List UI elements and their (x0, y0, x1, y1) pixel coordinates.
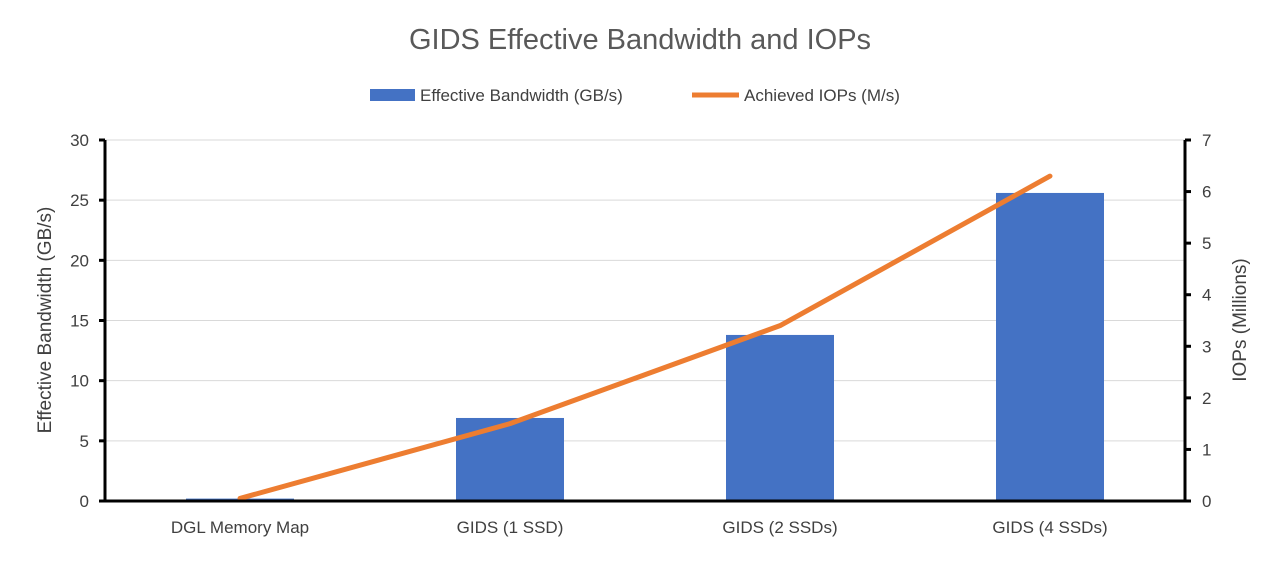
legend-label-bandwidth: Effective Bandwidth (GB/s) (420, 86, 623, 105)
y-axis-title: Effective Bandwidth (GB/s) (35, 207, 56, 434)
left-tick-label: 20 (70, 251, 89, 270)
left-tick-label: 0 (80, 492, 89, 511)
bar (726, 335, 834, 501)
legend-label-iops: Achieved IOPs (M/s) (744, 86, 900, 105)
left-tick-label: 10 (70, 372, 89, 391)
right-tick-label: 7 (1202, 131, 1211, 150)
left-tick-label: 15 (70, 312, 89, 331)
chart-title: GIDS Effective Bandwidth and IOPs (409, 24, 871, 56)
category-label: GIDS (1 SSD) (457, 518, 564, 537)
category-label: GIDS (4 SSDs) (992, 518, 1107, 537)
legend: Effective Bandwidth (GB/s) Achieved IOPs… (370, 86, 900, 105)
right-tick-label: 1 (1202, 440, 1211, 459)
category-label: GIDS (2 SSDs) (722, 518, 837, 537)
category-label: DGL Memory Map (171, 518, 309, 537)
iops-line (240, 176, 1050, 498)
left-tick-label: 30 (70, 131, 89, 150)
bar-series (186, 193, 1104, 501)
bar (996, 193, 1104, 501)
right-tick-label: 2 (1202, 389, 1211, 408)
right-tick-label: 3 (1202, 337, 1211, 356)
left-axis-ticks: 0 5 10 15 20 25 30 (70, 131, 105, 511)
right-tick-label: 6 (1202, 183, 1211, 202)
legend-swatch-bandwidth (370, 89, 415, 101)
left-tick-label: 5 (80, 432, 89, 451)
category-labels: DGL Memory Map GIDS (1 SSD) GIDS (2 SSDs) G… (171, 518, 1108, 537)
bar (456, 418, 564, 501)
y2-axis-title: IOPs (Millions) (1230, 258, 1251, 382)
left-tick-label: 25 (70, 191, 89, 210)
right-tick-label: 4 (1202, 286, 1211, 305)
right-axis-ticks: 0 1 2 3 4 5 6 7 (1185, 131, 1211, 511)
right-tick-label: 0 (1202, 492, 1211, 511)
line-series (240, 176, 1050, 499)
right-tick-label: 5 (1202, 234, 1211, 253)
